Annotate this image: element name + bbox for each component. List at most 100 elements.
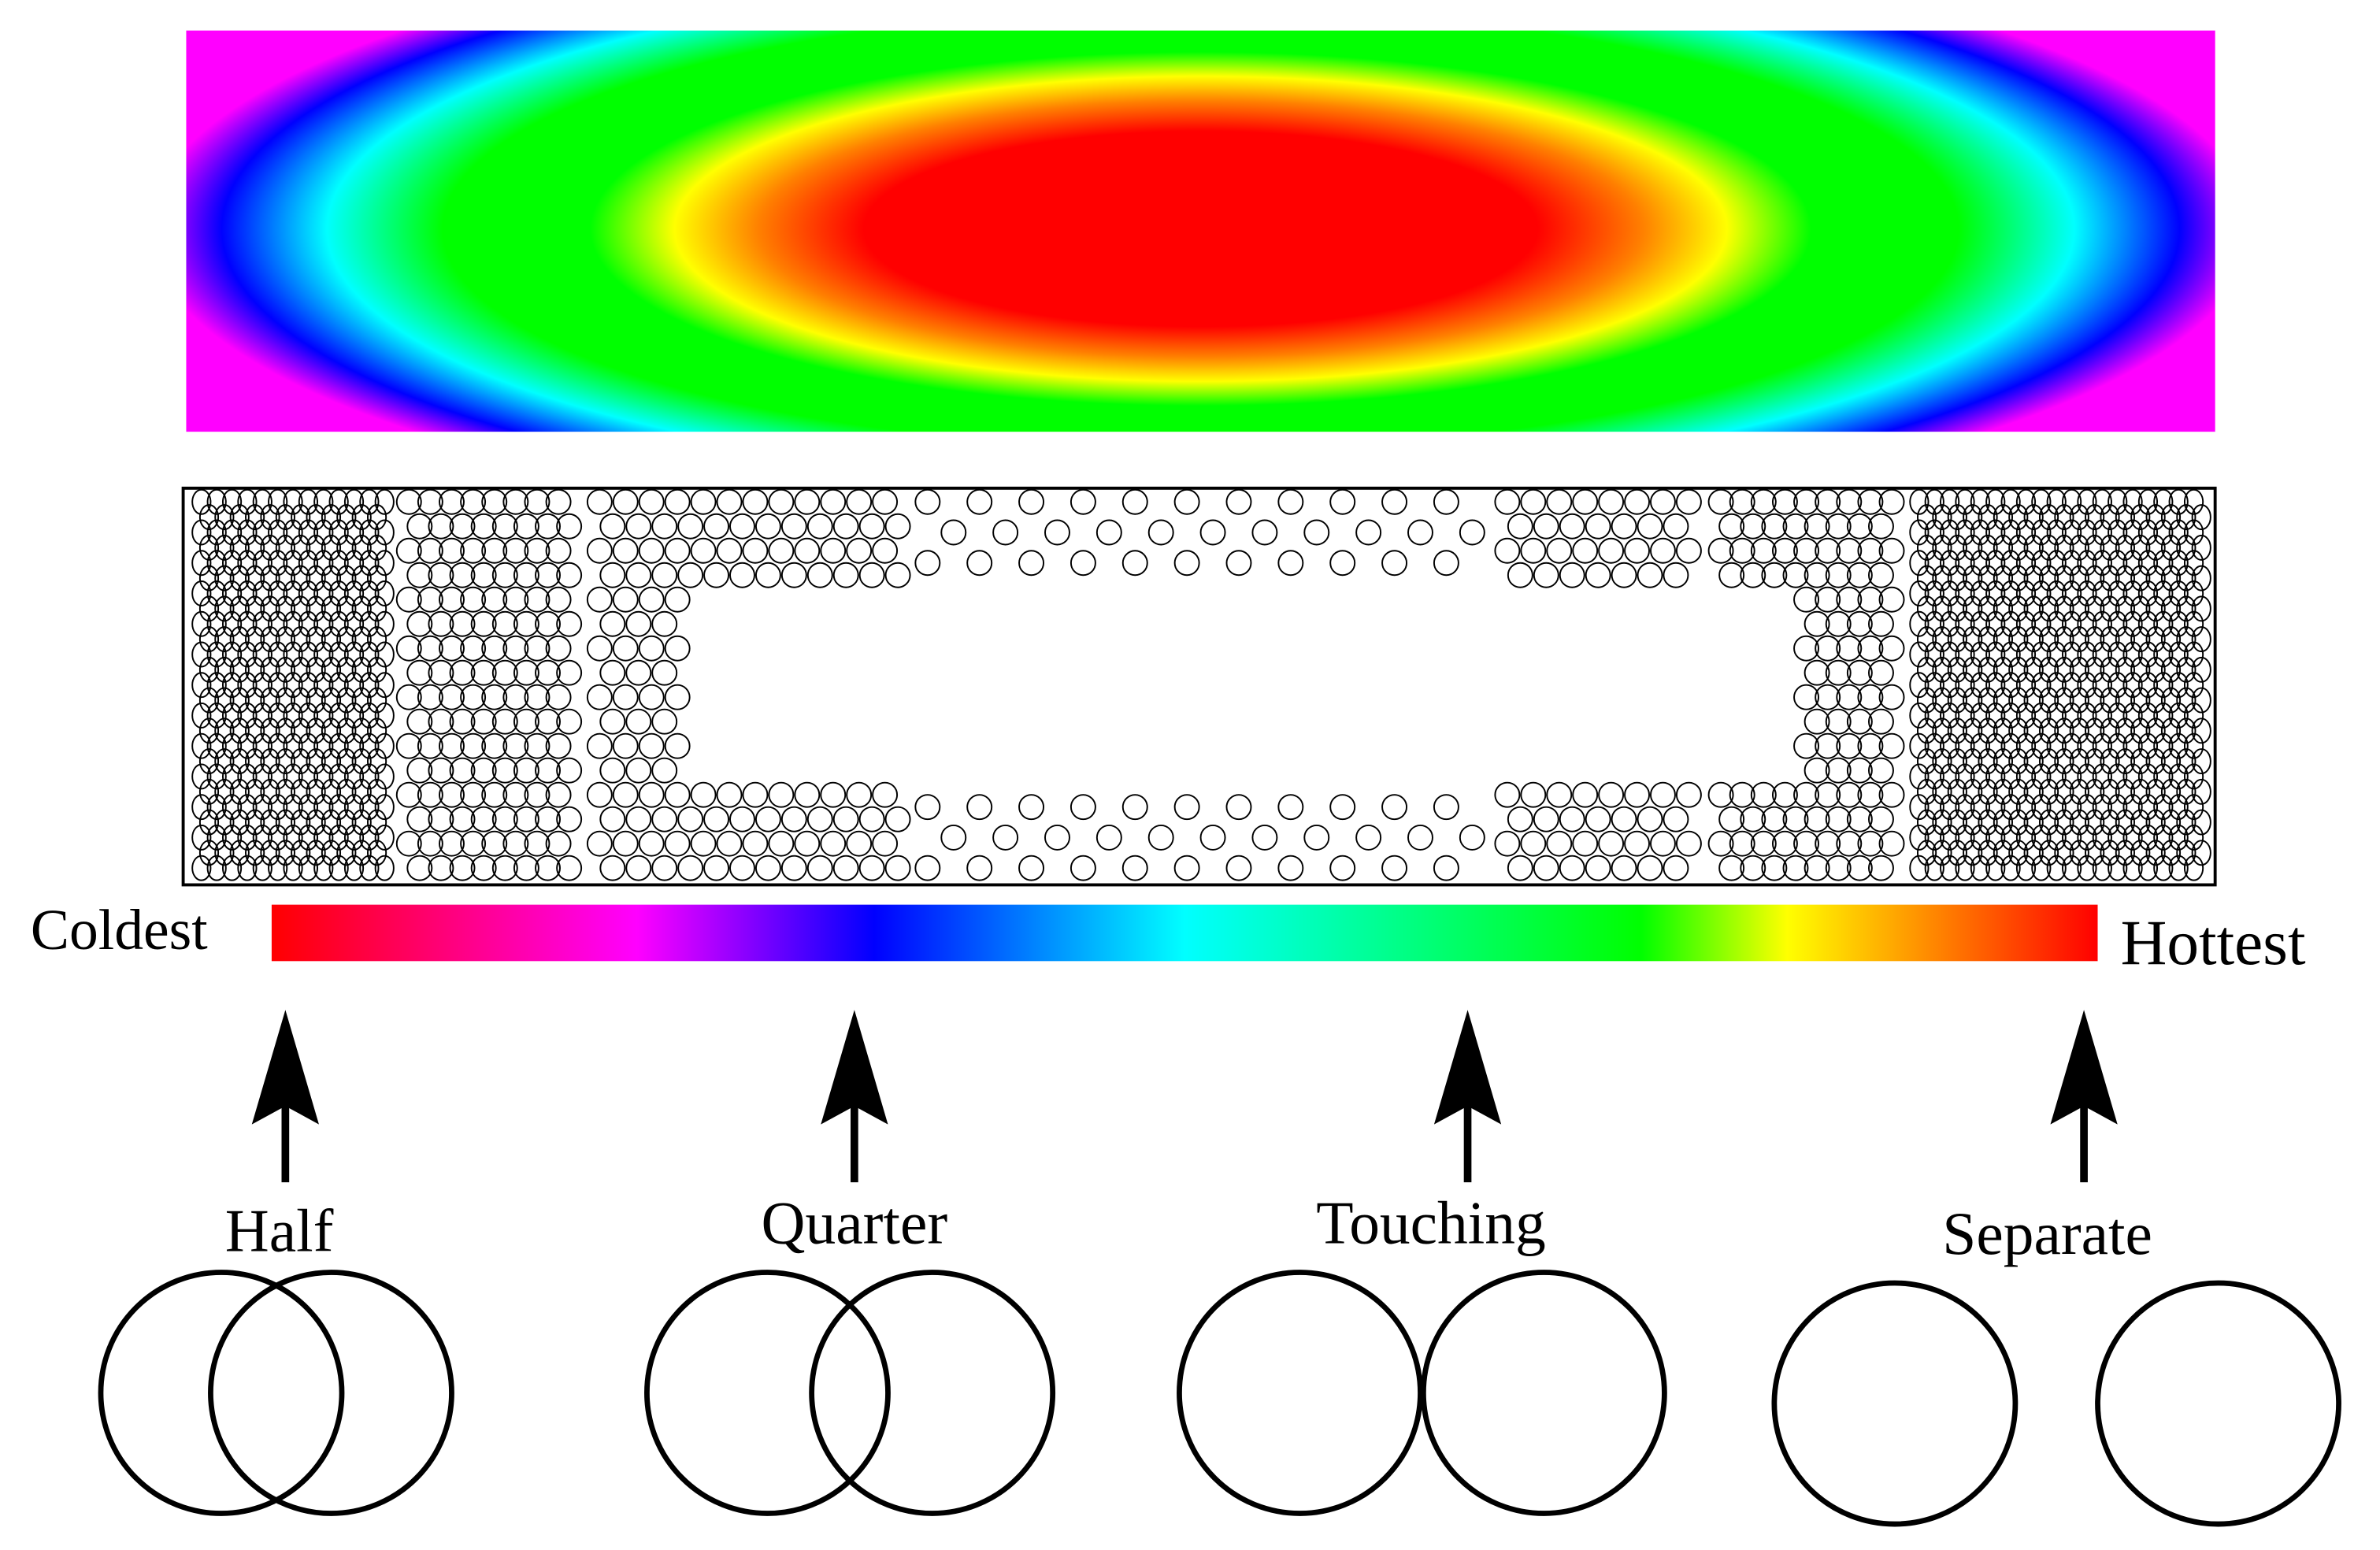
particle	[1978, 718, 1998, 744]
particle	[2145, 656, 2166, 683]
particle	[313, 855, 334, 881]
particle	[336, 565, 357, 591]
particle	[1955, 672, 1975, 699]
particle	[2008, 840, 2029, 866]
particle	[2183, 855, 2204, 881]
particle	[1793, 830, 1820, 857]
particle	[1507, 806, 1533, 832]
particle	[780, 855, 807, 881]
particle	[2000, 794, 2021, 821]
particle	[283, 794, 303, 821]
particle	[612, 488, 639, 515]
particle	[1947, 809, 1967, 836]
particle	[884, 855, 911, 881]
particle	[625, 708, 652, 735]
particle	[651, 708, 678, 735]
particle	[703, 806, 730, 832]
particle	[374, 824, 395, 851]
particle	[2031, 580, 2052, 606]
particle	[1825, 806, 1852, 832]
particle	[513, 757, 539, 784]
particle	[1825, 708, 1852, 735]
particle	[638, 635, 665, 662]
particle	[1978, 504, 1998, 531]
particle	[502, 586, 529, 613]
particle	[1407, 824, 1433, 851]
particle	[1329, 488, 1356, 515]
particle	[2046, 763, 2067, 790]
particle	[406, 562, 433, 588]
particle	[268, 732, 288, 759]
particle	[1916, 718, 1937, 744]
particle	[1985, 519, 2006, 546]
particle	[612, 684, 639, 710]
particle	[2183, 794, 2204, 821]
particle	[221, 610, 243, 637]
particle	[612, 830, 639, 857]
particle	[1729, 781, 1755, 808]
particle	[1836, 635, 1863, 662]
particle	[366, 687, 387, 714]
particle	[2054, 656, 2074, 683]
particle	[428, 855, 454, 881]
particle	[328, 824, 349, 851]
particle	[1782, 562, 1809, 588]
particle	[237, 550, 258, 577]
particle	[1520, 488, 1547, 515]
particle	[260, 840, 280, 866]
particle	[245, 778, 265, 805]
particle	[2038, 718, 2059, 744]
particle	[328, 732, 349, 759]
particle	[1940, 610, 1960, 637]
particle	[780, 562, 807, 588]
particle	[513, 610, 539, 637]
particle	[651, 513, 678, 540]
particle	[846, 781, 873, 808]
particle	[417, 781, 443, 808]
particle	[428, 610, 454, 637]
particle	[321, 687, 342, 714]
particle	[191, 732, 212, 759]
particle	[252, 763, 272, 790]
particle	[2137, 794, 2159, 821]
particle	[2000, 763, 2021, 790]
particle	[191, 580, 212, 606]
particle-outline	[98, 1270, 345, 1516]
particle	[1955, 702, 1975, 729]
particle	[1585, 855, 1611, 881]
particle	[245, 565, 265, 591]
particle	[2145, 748, 2166, 775]
particle	[206, 580, 227, 606]
particle	[1825, 562, 1852, 588]
particle	[690, 488, 717, 515]
particle	[1761, 855, 1788, 881]
particle	[221, 580, 243, 606]
particle	[513, 708, 539, 735]
particle	[2183, 519, 2204, 546]
particle	[321, 626, 342, 653]
particle	[1663, 562, 1689, 588]
particle	[1251, 519, 1278, 546]
particle	[2038, 809, 2059, 836]
particle	[502, 537, 529, 564]
particle	[1740, 513, 1766, 540]
particle	[1955, 763, 1975, 790]
particle	[229, 809, 250, 836]
particle	[491, 855, 518, 881]
particle	[428, 513, 454, 540]
particle	[1804, 513, 1830, 540]
particle	[359, 855, 380, 881]
particle	[2145, 565, 2166, 591]
particle	[846, 830, 873, 857]
particle	[2183, 732, 2204, 759]
particle	[328, 794, 349, 821]
particle	[2062, 824, 2082, 851]
particle	[214, 778, 235, 805]
particle	[2062, 550, 2082, 577]
particle	[260, 504, 280, 531]
particle	[229, 687, 250, 714]
particle	[1804, 659, 1830, 686]
particle	[2077, 763, 2097, 790]
particle	[1559, 806, 1585, 832]
particle	[1947, 778, 1967, 805]
